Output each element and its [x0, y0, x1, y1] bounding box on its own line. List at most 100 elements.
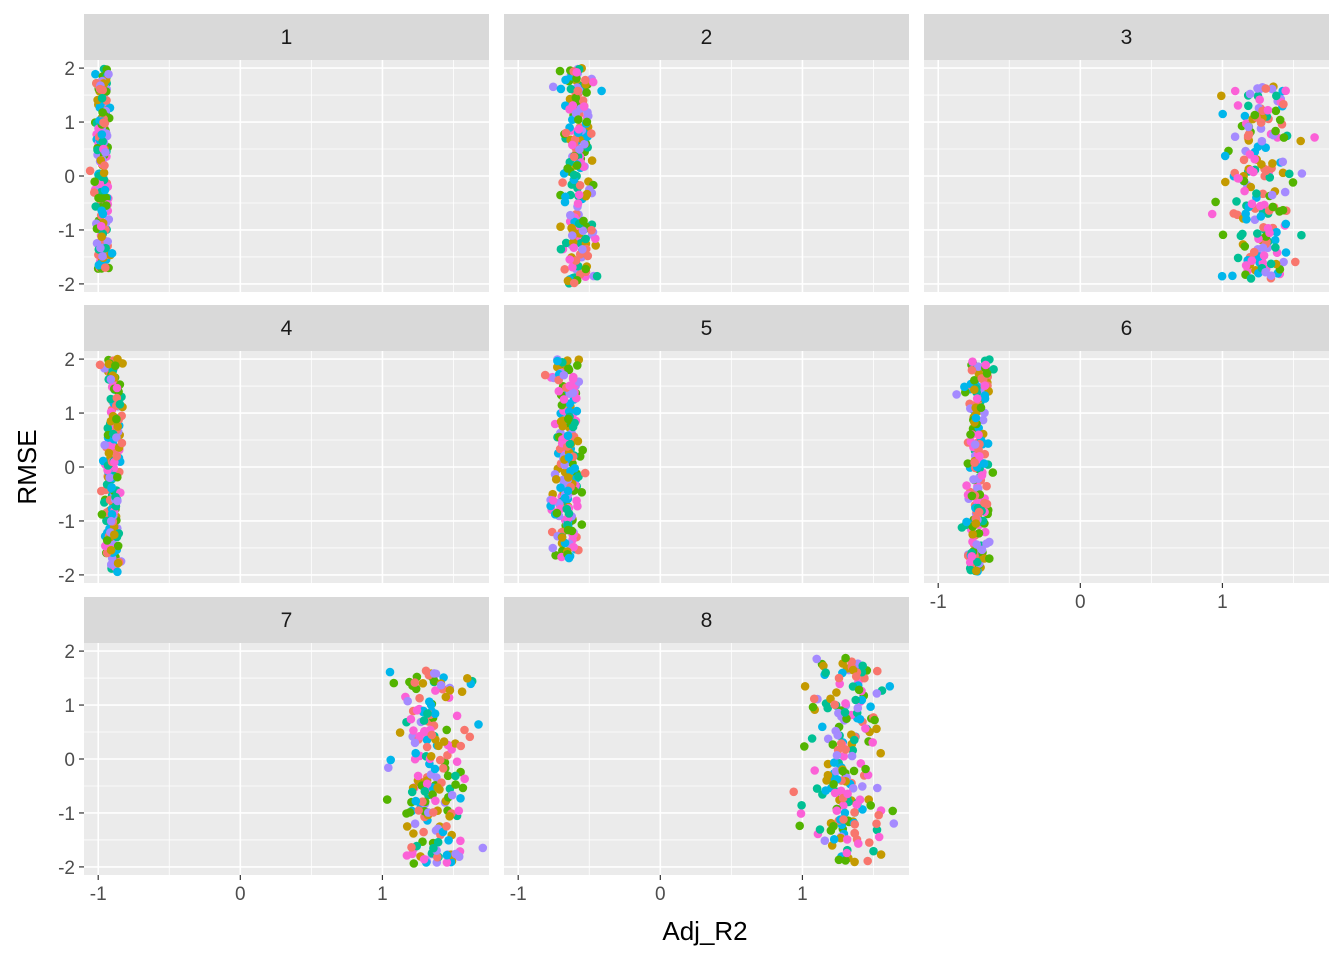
- data-point: [97, 232, 106, 241]
- data-point: [433, 837, 443, 847]
- data-point: [113, 422, 122, 431]
- data-point: [95, 360, 105, 370]
- data-point: [409, 829, 418, 838]
- data-point: [967, 491, 977, 501]
- data-point: [567, 223, 576, 233]
- points-group: [789, 653, 899, 867]
- data-point: [842, 848, 852, 858]
- facet-strip-label: 6: [1121, 317, 1133, 340]
- data-point: [874, 832, 884, 842]
- data-point: [104, 448, 114, 458]
- data-point: [556, 483, 565, 493]
- data-point: [969, 475, 978, 484]
- y-tick-label: 1: [64, 404, 75, 425]
- data-point: [858, 805, 867, 814]
- y-tick-label: -1: [58, 221, 75, 242]
- data-point: [587, 225, 596, 235]
- data-point: [800, 742, 809, 751]
- data-point: [452, 757, 462, 766]
- data-point: [465, 732, 475, 742]
- data-point: [807, 734, 817, 743]
- data-point: [977, 471, 987, 480]
- data-point: [568, 101, 578, 110]
- data-point: [112, 414, 121, 424]
- data-point: [848, 784, 858, 793]
- data-point: [963, 459, 973, 468]
- data-point: [565, 381, 574, 391]
- data-point: [1310, 133, 1319, 142]
- data-point: [561, 75, 570, 85]
- data-point: [1259, 251, 1269, 260]
- facet-strip-label: 2: [701, 26, 713, 49]
- data-point: [573, 86, 583, 96]
- data-point: [433, 783, 442, 792]
- data-point: [91, 202, 100, 211]
- data-point: [442, 858, 452, 867]
- data-point: [102, 536, 112, 545]
- data-point: [861, 764, 870, 774]
- data-point: [989, 365, 998, 374]
- data-point: [552, 508, 562, 518]
- data-point: [1233, 253, 1243, 263]
- data-point: [832, 688, 841, 697]
- data-point: [850, 820, 860, 829]
- data-point: [978, 415, 988, 425]
- data-point: [556, 244, 566, 254]
- data-point: [874, 810, 883, 820]
- data-point: [573, 436, 583, 446]
- facet-panels: 1 -2 -1 0 1 2 2 3 4 -2 -1 0 1 2 5 6 -1 0 1 7 -2 -1 0 1 2 -1 0 1 8 -1 0…: [58, 14, 1329, 905]
- data-point: [554, 386, 564, 396]
- data-point: [1279, 257, 1288, 267]
- data-point: [1257, 160, 1266, 169]
- data-point: [854, 839, 863, 848]
- data-point: [1258, 189, 1268, 199]
- data-point: [970, 458, 979, 467]
- data-point: [967, 552, 977, 561]
- data-point: [112, 383, 122, 393]
- data-point: [1233, 101, 1243, 110]
- data-point: [1217, 91, 1226, 101]
- data-point: [836, 739, 846, 748]
- data-point: [592, 271, 602, 281]
- data-point: [419, 716, 429, 725]
- data-point: [979, 459, 989, 468]
- data-point: [551, 475, 561, 484]
- data-point: [559, 395, 569, 404]
- data-point: [572, 68, 581, 77]
- data-point: [1230, 132, 1240, 141]
- data-point: [829, 835, 839, 844]
- data-point: [574, 115, 583, 124]
- data-point: [100, 440, 109, 450]
- data-point: [569, 243, 579, 252]
- data-point: [823, 703, 832, 713]
- y-axis-title: RMSE: [12, 429, 42, 504]
- y-tick-label: 0: [64, 750, 75, 771]
- data-point: [1265, 228, 1274, 238]
- data-point: [982, 369, 992, 378]
- data-point: [430, 709, 440, 718]
- data-point: [1267, 84, 1277, 94]
- x-tick-label: 1: [377, 884, 388, 905]
- data-point: [104, 69, 113, 79]
- data-point: [1246, 274, 1256, 283]
- data-point: [567, 231, 577, 240]
- data-point: [812, 654, 821, 664]
- facet-panel-1: 1 -2 -1 0 1 2: [58, 14, 489, 296]
- data-point: [869, 846, 878, 856]
- data-point: [840, 708, 850, 717]
- facet-panel-5: 5: [504, 305, 909, 583]
- data-point: [1258, 243, 1268, 252]
- data-point: [415, 693, 424, 703]
- data-point: [569, 278, 579, 288]
- data-point: [99, 118, 108, 127]
- data-point: [839, 815, 848, 824]
- data-point: [1266, 271, 1276, 281]
- data-point: [591, 234, 600, 243]
- data-point: [872, 819, 881, 828]
- data-point: [851, 695, 860, 705]
- data-point: [1207, 209, 1217, 219]
- data-point: [97, 93, 107, 103]
- y-tick-label: 0: [64, 167, 75, 188]
- data-point: [1267, 190, 1277, 200]
- data-point: [101, 148, 110, 157]
